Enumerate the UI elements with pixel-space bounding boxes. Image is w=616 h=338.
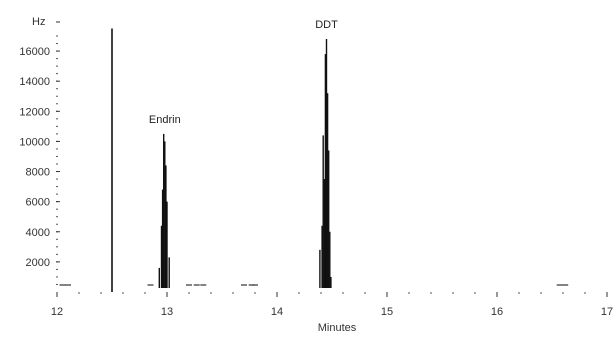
endrin-annotation: Endrin: [149, 114, 181, 126]
y-tick-label: 14000: [19, 76, 50, 88]
y-tick-label: 4000: [26, 227, 50, 239]
chart-marks: Endrin DDT: [59, 19, 569, 292]
x-tick-label: 14: [271, 306, 283, 318]
y-tick-label: 2000: [26, 257, 50, 269]
x-tick-label: 12: [51, 306, 63, 318]
y-tick-label: 16000: [19, 46, 50, 58]
y-axis-title: Hz: [32, 16, 45, 28]
y-tick-label: 12000: [19, 106, 50, 118]
y-tick-label: 6000: [26, 197, 50, 209]
x-tick-label: 13: [161, 306, 173, 318]
ddt-annotation: DDT: [315, 19, 338, 31]
x-tick-label: 17: [601, 306, 613, 318]
axes: 2000 4000 6000 8000 10000 12000 14000 16000 12 13…: [19, 21, 613, 318]
x-tick-label: 15: [381, 306, 393, 318]
x-axis-title: Minutes: [318, 322, 357, 334]
x-tick-label: 16: [491, 306, 503, 318]
y-tick-label: 8000: [26, 167, 50, 179]
y-tick-label: 10000: [19, 136, 50, 148]
